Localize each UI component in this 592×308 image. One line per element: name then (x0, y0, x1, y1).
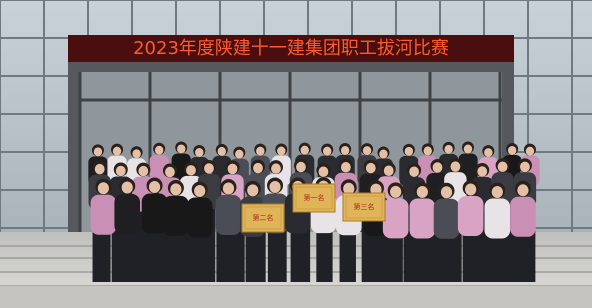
person-face (253, 163, 263, 174)
person-body (485, 198, 511, 238)
person-face (520, 162, 530, 173)
person-face (484, 148, 492, 157)
person-face (301, 146, 309, 155)
person-face (517, 184, 528, 196)
person-face (409, 166, 419, 177)
person-legs (415, 234, 429, 282)
person-body (383, 198, 409, 238)
photo: 2023年度陕建十一建集团职工拔河比赛 第二名 第一名第三名 (0, 0, 592, 308)
person-legs (342, 231, 356, 282)
person-face (341, 162, 351, 173)
person-legs (169, 232, 183, 282)
person-legs (96, 231, 110, 282)
person-legs (268, 229, 282, 282)
person-face (277, 147, 285, 156)
person-face (204, 163, 214, 174)
person-face (390, 186, 401, 198)
person-face (444, 145, 452, 154)
person-face (464, 145, 472, 154)
person-legs (316, 229, 330, 282)
person-face (296, 162, 306, 173)
person-face (132, 149, 140, 158)
person-face (256, 147, 264, 156)
person-face (319, 166, 329, 177)
person-face (149, 181, 160, 193)
person-face (235, 150, 243, 159)
person-face (498, 162, 508, 173)
banner-title: 2023年度陕建十一建集团职工拔河比赛 (133, 38, 449, 59)
person-body (163, 196, 189, 236)
person-legs (192, 234, 206, 282)
page: 2023年度陕建十一建集团职工拔河比赛 第二名第一名第三名 (() => { c… (0, 0, 592, 308)
person-face (269, 181, 280, 193)
person-face (247, 184, 258, 196)
person-body (91, 195, 117, 235)
person-face (379, 150, 387, 159)
person-face (492, 186, 503, 198)
person-legs (463, 232, 477, 282)
person-face (195, 148, 203, 157)
person-face (363, 146, 371, 155)
certificate-label: 第一名 (304, 193, 325, 202)
person-legs (221, 231, 235, 282)
person-face (341, 146, 349, 155)
person-face (433, 162, 443, 173)
person-face (441, 186, 452, 198)
person-face (177, 144, 185, 153)
person-face (194, 185, 205, 197)
person-face (218, 147, 226, 156)
person-legs (369, 232, 383, 282)
person-face (186, 165, 196, 176)
person-face (122, 181, 133, 193)
person-face (138, 166, 148, 177)
person-body (216, 195, 242, 235)
person-face (424, 146, 432, 155)
person-body (410, 198, 436, 238)
person-face (526, 147, 534, 156)
person-face (508, 146, 516, 155)
person-legs (120, 230, 134, 282)
person-face (113, 147, 121, 156)
person-legs (490, 234, 504, 282)
person-face (170, 183, 181, 195)
person-face (465, 183, 476, 195)
person-face (116, 166, 126, 177)
person-body (187, 198, 213, 238)
person-face (405, 147, 413, 156)
certificate-label: 第三名 (354, 202, 375, 211)
person-face (366, 163, 376, 174)
person-body (458, 196, 484, 236)
person-face (477, 166, 487, 177)
person-legs (388, 234, 402, 282)
certificate-label: 第二名 (253, 213, 274, 222)
person-legs (291, 229, 305, 282)
person-legs (516, 233, 530, 282)
person-face (155, 146, 163, 155)
person-body (510, 197, 536, 237)
person-face (94, 147, 102, 156)
person-face (165, 167, 175, 178)
person-body (114, 194, 140, 234)
person-legs (246, 233, 260, 282)
person-face (95, 164, 105, 175)
person-face (223, 183, 234, 195)
person-legs (147, 230, 161, 282)
person-face (323, 147, 331, 156)
person-face (228, 164, 238, 175)
ground (0, 286, 592, 308)
person-face (271, 163, 281, 174)
person-legs (439, 235, 453, 282)
person-face (98, 182, 109, 194)
person-face (450, 161, 460, 172)
person-face (417, 186, 428, 198)
person-body (434, 199, 460, 239)
person-face (384, 165, 394, 176)
